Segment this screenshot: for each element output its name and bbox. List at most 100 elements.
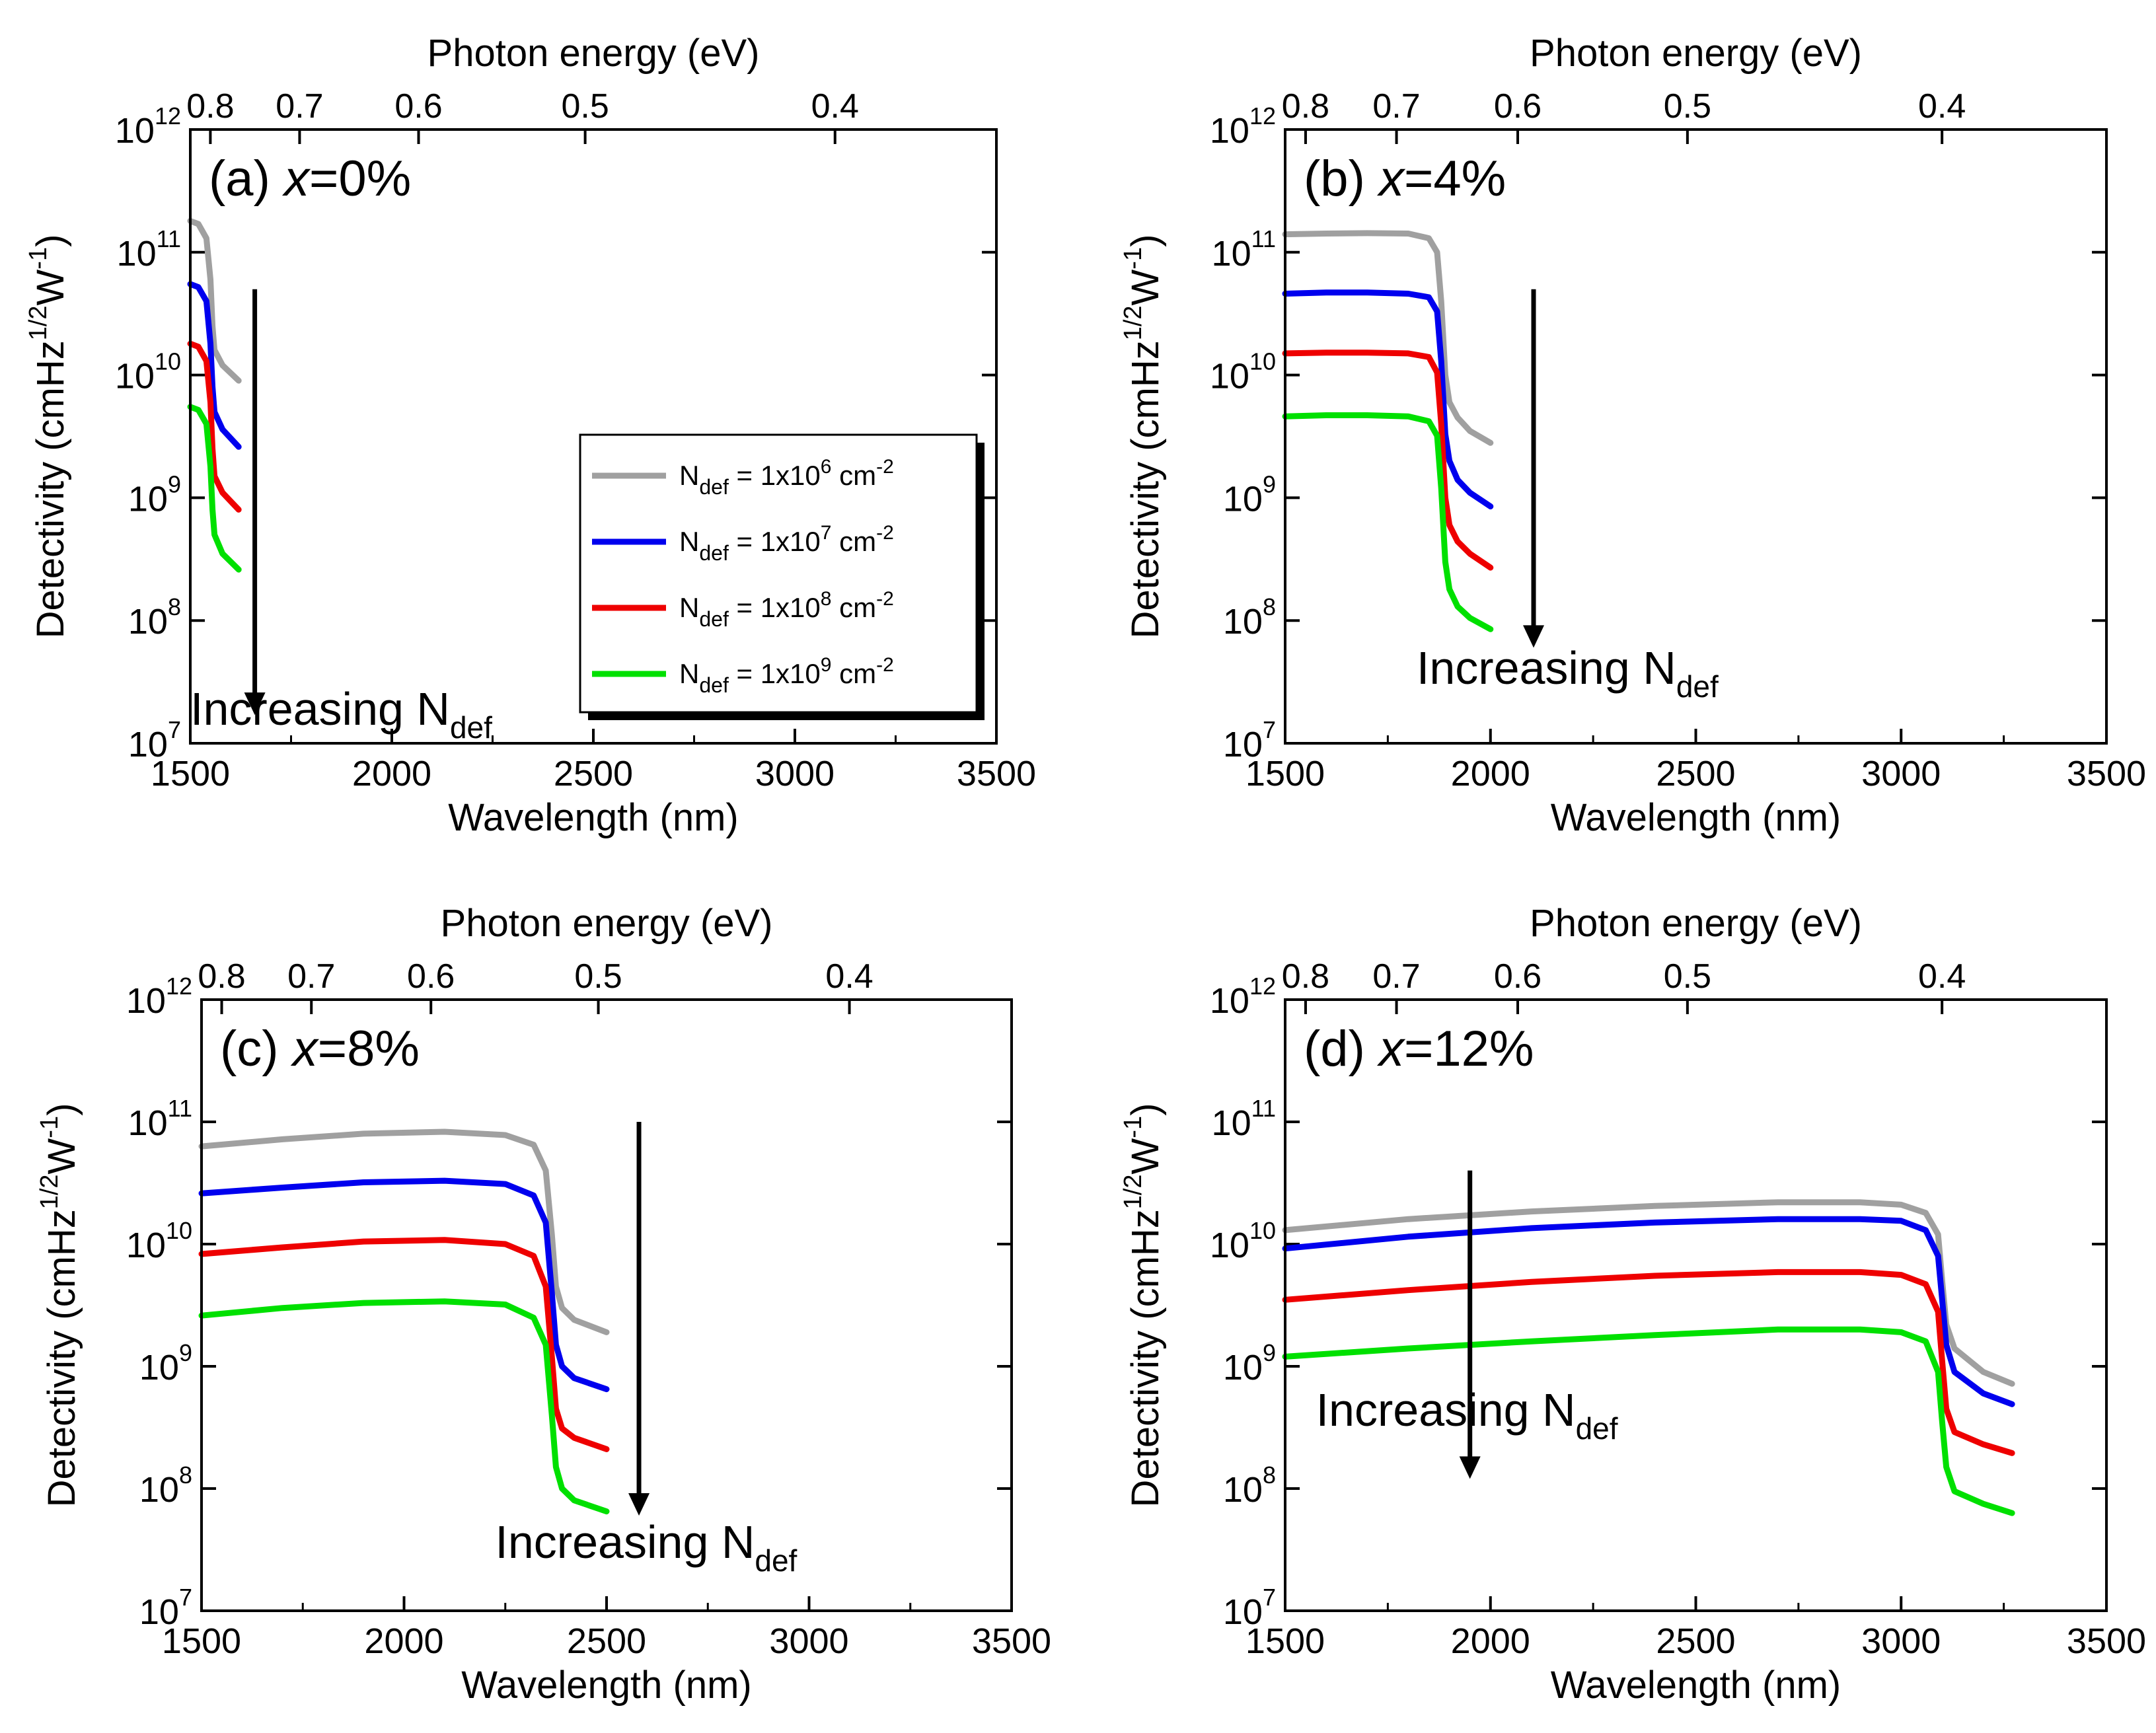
y-tick-label: 108 (1223, 1461, 1276, 1510)
plot-frame (189, 128, 998, 745)
legend-label: Ndef = 1x107 cm-2 (679, 522, 894, 565)
panel-b: 1500 2000 2500 3000 3500 107 108 109 1010 1011 101… (1119, 32, 2146, 839)
y-tick-label: 1011 (117, 225, 181, 274)
x-tick-label: 3000 (769, 1621, 848, 1661)
y-axis-title: Detectivity (cmHz1/2W-1) (24, 235, 72, 639)
arrow-head (244, 692, 266, 716)
top-tick-label: 0.4 (1918, 957, 1966, 996)
annotation-increasing-ndef: Increasing Ndef (190, 683, 492, 745)
plot-frame (1284, 128, 2108, 745)
top-tick-label: 0.5 (574, 957, 622, 996)
y-tick-label: 108 (128, 593, 181, 642)
top-axis-title: Photon energy (eV) (427, 32, 760, 75)
top-tick-label: 0.7 (1372, 87, 1420, 126)
top-tick-label: 0.8 (186, 87, 234, 126)
top-tick-label: 0.6 (394, 87, 442, 126)
annotation-increasing-ndef: Increasing Ndef (1316, 1384, 1618, 1446)
x-tick-label: 3500 (2067, 754, 2146, 793)
top-tick-label: 0.7 (276, 87, 323, 126)
top-axis-title: Photon energy (eV) (1530, 902, 1862, 945)
y-tick-label: 107 (139, 1584, 192, 1632)
panel-a: 1500 2000 2500 3000 3500 107 108 109 1010 1011 101… (24, 32, 1036, 839)
series-line-gray (187, 217, 242, 384)
legend-label: Ndef = 1x108 cm-2 (679, 588, 894, 631)
y-tick-label: 1010 (126, 1217, 192, 1265)
x-tick-label: 2000 (1451, 754, 1530, 793)
x-tick-label: 2500 (1656, 754, 1735, 793)
panel-label: (c) x=8% (220, 1021, 420, 1077)
y-axis-title: Detectivity (cmHz1/2W-1) (36, 1103, 83, 1508)
top-tick-label: 0.5 (561, 87, 609, 126)
x-tick-label: 2500 (1656, 1621, 1735, 1661)
x-axis-title: Wavelength (nm) (461, 1664, 751, 1707)
y-tick-label: 109 (1223, 1339, 1276, 1387)
y-tick-label: 109 (1223, 470, 1276, 519)
x-tick-label: 3500 (957, 754, 1036, 793)
x-tick-label: 1500 (151, 754, 230, 793)
top-tick-label: 0.4 (825, 957, 873, 996)
y-tick-label: 1010 (1210, 348, 1276, 396)
x-tick-label: 1500 (1245, 754, 1325, 793)
arrow-head (1459, 1456, 1481, 1479)
top-axis-title: Photon energy (eV) (1530, 32, 1862, 75)
y-tick-label: 1011 (128, 1095, 192, 1143)
top-axis-title: Photon energy (eV) (441, 902, 773, 945)
series-line-blue (198, 1177, 610, 1393)
series-line-gray (1282, 1199, 2015, 1387)
series-line-green (198, 1298, 610, 1515)
plot-frame (200, 998, 1013, 1612)
y-tick-label: 108 (1223, 593, 1276, 642)
panel-d: 1500 2000 2500 3000 3500 107 108 109 1010 1011 101… (1119, 902, 2146, 1707)
top-tick-label: 0.6 (1494, 957, 1542, 996)
x-tick-label: 1500 (1245, 1621, 1325, 1661)
y-tick-label: 109 (128, 470, 181, 519)
x-tick-label: 3000 (1861, 754, 1941, 793)
top-tick-label: 0.4 (811, 87, 859, 126)
x-tick-label: 3500 (972, 1621, 1051, 1661)
x-tick-label: 2000 (352, 754, 431, 793)
panel-label: (d) x=12% (1304, 1021, 1534, 1077)
series-line-red (198, 1237, 610, 1452)
y-tick-label: 1012 (1210, 973, 1276, 1021)
y-tick-label: 1010 (1210, 1217, 1276, 1265)
x-tick-label: 1500 (162, 1621, 241, 1661)
series-line-red (187, 340, 242, 513)
y-tick-label: 107 (1223, 716, 1276, 764)
y-tick-label: 109 (139, 1339, 192, 1387)
legend-box (579, 433, 978, 714)
plot-frame (1284, 998, 2108, 1612)
y-tick-label: 107 (128, 716, 181, 764)
top-tick-label: 0.4 (1918, 87, 1966, 126)
x-tick-label: 3000 (1861, 1621, 1941, 1661)
x-axis-title: Wavelength (nm) (448, 796, 738, 839)
annotation-increasing-ndef: Increasing Ndef (495, 1516, 797, 1578)
series-line-red (1282, 1269, 2015, 1456)
arrow-head (628, 1493, 650, 1516)
top-tick-label: 0.6 (1494, 87, 1542, 126)
top-tick-label: 0.7 (287, 957, 335, 996)
x-tick-label: 2000 (364, 1621, 443, 1661)
series-line-blue (187, 281, 242, 450)
series-line-gray (1282, 230, 1494, 446)
series-line-green (1282, 412, 1494, 632)
top-tick-label: 0.8 (198, 957, 245, 996)
y-tick-label: 1011 (1212, 1095, 1276, 1143)
x-tick-label: 2500 (554, 754, 633, 793)
legend-label: Ndef = 1x109 cm-2 (679, 654, 894, 697)
annotation-increasing-ndef: Increasing Ndef (1417, 642, 1719, 704)
y-tick-label: 1012 (115, 102, 181, 151)
y-tick-label: 1010 (115, 348, 181, 396)
y-tick-label: 108 (139, 1461, 192, 1510)
series-line-green (187, 404, 242, 573)
series-line-blue (1282, 1216, 2015, 1407)
top-tick-label: 0.5 (1664, 957, 1711, 996)
y-axis-title: Detectivity (cmHz1/2W-1) (1119, 1103, 1167, 1508)
x-tick-label: 3000 (755, 754, 835, 793)
panel-c: 1500 2000 2500 3000 3500 107 108 109 1010 1011 101… (36, 902, 1051, 1707)
panel-label: (b) x=4% (1304, 151, 1506, 207)
x-axis-title: Wavelength (nm) (1551, 1664, 1841, 1707)
legend-label: Ndef = 1x106 cm-2 (679, 456, 894, 499)
top-tick-label: 0.8 (1282, 957, 1329, 996)
top-tick-label: 0.8 (1282, 87, 1329, 126)
